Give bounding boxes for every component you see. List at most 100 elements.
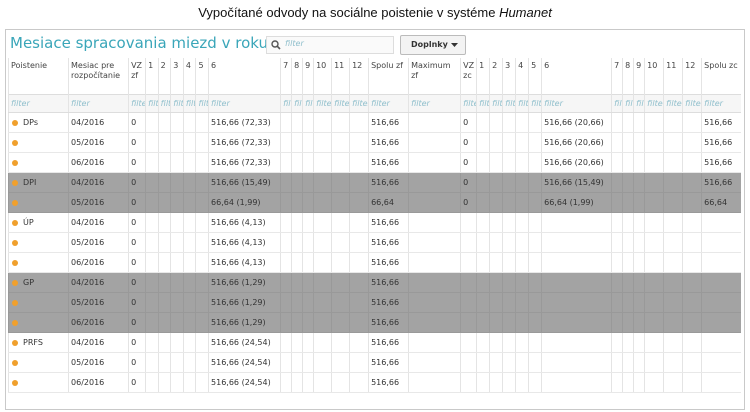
cell	[408, 172, 461, 193]
filter-input[interactable]: filter	[701, 94, 741, 113]
filter-input[interactable]: filter	[622, 94, 634, 113]
cell-text: 0	[131, 338, 137, 347]
cell	[489, 172, 503, 193]
filter-input[interactable]: filter	[633, 94, 645, 113]
filter-input[interactable]: filter	[182, 94, 196, 113]
cell	[476, 112, 490, 133]
cell	[663, 172, 683, 193]
filter-input[interactable]: filter	[611, 94, 623, 113]
cell-text: 06/2016	[71, 318, 105, 327]
cell	[313, 112, 332, 133]
cell	[633, 372, 645, 393]
cell-text: 05/2016	[71, 238, 105, 247]
cell	[489, 132, 503, 153]
filter-input[interactable]: filter	[170, 94, 184, 113]
cell	[195, 272, 209, 293]
filter-input[interactable]: filter	[195, 94, 209, 113]
table-row: ÚP 04/2016 0 516,66 (4,13) 516,66	[7, 212, 741, 233]
cell	[528, 352, 542, 373]
column-header: 8	[622, 58, 634, 95]
cell	[611, 152, 623, 173]
cell	[170, 112, 184, 133]
cell	[622, 332, 634, 353]
cell	[644, 192, 664, 213]
status-dot	[12, 299, 18, 306]
filter-input[interactable]: filter	[476, 94, 490, 113]
table-row: 06/2016 0 516,66 (1,29) 516,66	[7, 312, 741, 333]
filter-input[interactable]: filter	[663, 94, 683, 113]
filter-input[interactable]: filter	[280, 94, 292, 113]
filter-input[interactable]: filter	[7, 94, 69, 113]
filter-input[interactable]: filter	[291, 94, 303, 113]
search-box[interactable]: filter	[266, 36, 394, 54]
column-header: 3	[170, 58, 184, 95]
cell: 66,64	[701, 192, 741, 213]
table-row: 05/2016 0 516,66 (1,29) 516,66	[7, 292, 741, 313]
filter-input[interactable]: filter	[541, 94, 612, 113]
cell: 516,66 (20,66)	[541, 132, 612, 153]
dropdown-button[interactable]: Doplnky	[400, 35, 466, 55]
filter-input[interactable]: filter	[489, 94, 503, 113]
filter-input[interactable]: filter	[368, 94, 409, 113]
filter-input[interactable]: filter	[644, 94, 664, 113]
filter-input[interactable]: filter	[68, 94, 129, 113]
filter-input[interactable]: filter	[128, 94, 146, 113]
cell	[682, 152, 702, 173]
cell-text: 06/2016	[71, 378, 105, 387]
cell	[460, 332, 477, 353]
cell: 516,66 (4,13)	[208, 212, 281, 233]
cell-text: 516,66	[704, 138, 733, 147]
cell	[195, 212, 209, 233]
filter-input[interactable]: filter	[349, 94, 369, 113]
cell-text: 0	[131, 118, 137, 127]
cell	[644, 372, 664, 393]
filter-input[interactable]: filter	[515, 94, 529, 113]
page-title: Vypočítané odvody na sociálne poistenie …	[0, 5, 750, 20]
table-row: 05/2016 0 66,64 (1,99) 66,64 0 66,64 (1,99) 66…	[7, 192, 741, 213]
cell	[280, 292, 292, 313]
cell	[408, 232, 461, 253]
filter-input[interactable]: filter	[157, 94, 171, 113]
table-row: GP 04/2016 0 516,66 (1,29) 516,66	[7, 272, 741, 293]
cell	[528, 252, 542, 273]
cell	[502, 252, 516, 273]
cell	[182, 112, 196, 133]
cell-text: 516,66	[371, 318, 400, 327]
cell	[280, 112, 292, 133]
cell-text: 516,66	[704, 178, 733, 187]
cell	[515, 272, 529, 293]
cell	[541, 252, 612, 273]
cell	[622, 252, 634, 273]
cell: 516,66	[368, 292, 409, 313]
cell	[622, 112, 634, 133]
filter-input[interactable]: filter	[460, 94, 477, 113]
cell	[170, 332, 184, 353]
cell: 516,66 (1,29)	[208, 272, 281, 293]
filter-input[interactable]: filter	[331, 94, 350, 113]
panel-heading: Mesiace spracovania miezd v roku	[10, 34, 268, 52]
filter-input[interactable]: filter	[502, 94, 516, 113]
filter-input[interactable]: filter	[528, 94, 542, 113]
cell	[7, 312, 69, 333]
cell	[682, 212, 702, 233]
column-header: 11	[663, 58, 683, 95]
cell	[280, 132, 292, 153]
cell	[701, 272, 741, 293]
cell-text: 516,66 (24,54)	[211, 358, 271, 367]
cell	[663, 312, 683, 333]
cell-text: 516,66	[371, 378, 400, 387]
filter-input[interactable]: filter	[302, 94, 314, 113]
cell	[476, 312, 490, 333]
cell	[663, 232, 683, 253]
filter-input[interactable]: filter	[145, 94, 159, 113]
cell	[528, 332, 542, 353]
cell	[313, 332, 332, 353]
filter-input[interactable]: filter	[313, 94, 332, 113]
cell	[280, 212, 292, 233]
filter-input[interactable]: filter	[208, 94, 281, 113]
table-row: 06/2016 0 516,66 (4,13) 516,66	[7, 252, 741, 273]
cell	[349, 152, 369, 173]
filter-input[interactable]: filter	[682, 94, 702, 113]
filter-input[interactable]: filter	[408, 94, 461, 113]
cell: 516,66	[368, 332, 409, 353]
